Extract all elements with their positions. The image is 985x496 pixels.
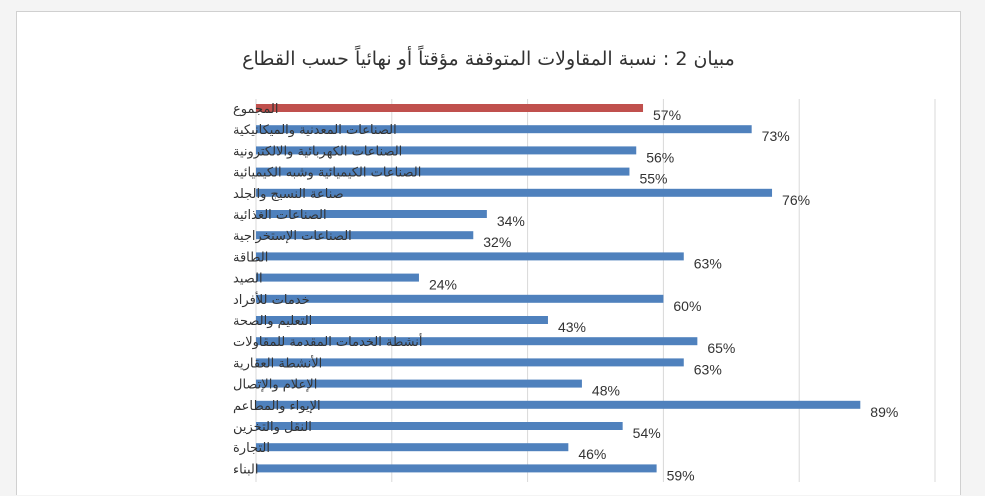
category-label: الطاقة xyxy=(233,250,268,265)
bar xyxy=(256,125,752,134)
chart-card: مبيان 2 : نسبة المقاولات المتوقفة مؤقتاً… xyxy=(16,11,961,495)
value-label: 48% xyxy=(592,383,620,399)
chart-title: مبيان 2 : نسبة المقاولات المتوقفة مؤقتاً… xyxy=(242,48,735,70)
bar xyxy=(256,104,644,112)
value-label: 46% xyxy=(578,446,606,462)
category-label: الإعلام والإتصال xyxy=(233,378,317,393)
bar xyxy=(256,294,664,303)
bar xyxy=(256,464,657,473)
value-label: 65% xyxy=(707,340,735,356)
bar xyxy=(256,422,623,430)
category-label: التعليم والصحة xyxy=(233,314,312,329)
value-label: 57% xyxy=(653,107,681,123)
bar xyxy=(256,273,419,282)
bars xyxy=(256,104,861,473)
bar xyxy=(256,210,487,218)
bar-chart: المجموع 57% الصناعات المعدنية والميكانيكية… xyxy=(233,99,936,483)
value-label: 24% xyxy=(429,277,457,293)
labels: المجموع 57% الصناعات المعدنية والميكانيكية… xyxy=(233,102,898,483)
value-label: 89% xyxy=(870,404,898,420)
bar xyxy=(256,167,630,176)
value-label: 73% xyxy=(762,128,790,144)
bar xyxy=(256,316,548,324)
gridlines xyxy=(255,99,936,482)
category-label: الصناعات الإستخراجية xyxy=(233,229,352,244)
category-label: الصيد xyxy=(233,272,263,287)
value-label: 43% xyxy=(558,319,586,335)
value-label: 59% xyxy=(667,467,695,483)
category-label: الصناعات الغذائية xyxy=(233,208,327,223)
value-label: 76% xyxy=(782,192,810,208)
bar xyxy=(256,146,637,155)
category-label: الأنشطة العقارية xyxy=(233,354,322,371)
value-label: 56% xyxy=(646,149,674,165)
category-label: الصناعات الكهربائية والالكترونية xyxy=(233,144,402,159)
bar xyxy=(256,443,569,452)
value-label: 63% xyxy=(694,361,722,377)
bar xyxy=(256,337,698,346)
category-label: أنشطة الخدمات المقدمة للمقاولات xyxy=(233,333,422,350)
bar xyxy=(256,358,684,367)
value-label: 55% xyxy=(639,171,667,187)
category-label: البناء xyxy=(233,462,259,477)
bar xyxy=(256,188,773,197)
value-label: 34% xyxy=(497,213,525,229)
category-label: الإيواء والمطاعم xyxy=(233,399,321,414)
bar xyxy=(256,400,861,409)
category-label: صناعة النسيج والجلد xyxy=(233,187,344,202)
value-label: 32% xyxy=(483,234,511,250)
bar xyxy=(256,231,474,240)
category-label: الصناعات الكيميائية وشبه الكيميائية xyxy=(233,166,421,181)
bar xyxy=(256,252,684,261)
category-label: خدمات للأفراد xyxy=(233,291,310,308)
value-label: 54% xyxy=(633,425,661,441)
bar xyxy=(256,379,582,388)
value-label: 60% xyxy=(673,298,701,314)
value-label: 63% xyxy=(694,255,722,271)
category-label: الصناعات المعدنية والميكانيكية xyxy=(233,123,397,138)
category-label: المجموع xyxy=(233,102,278,117)
category-label: التجارة xyxy=(233,441,270,456)
category-label: النقل والتخزين xyxy=(233,420,312,435)
